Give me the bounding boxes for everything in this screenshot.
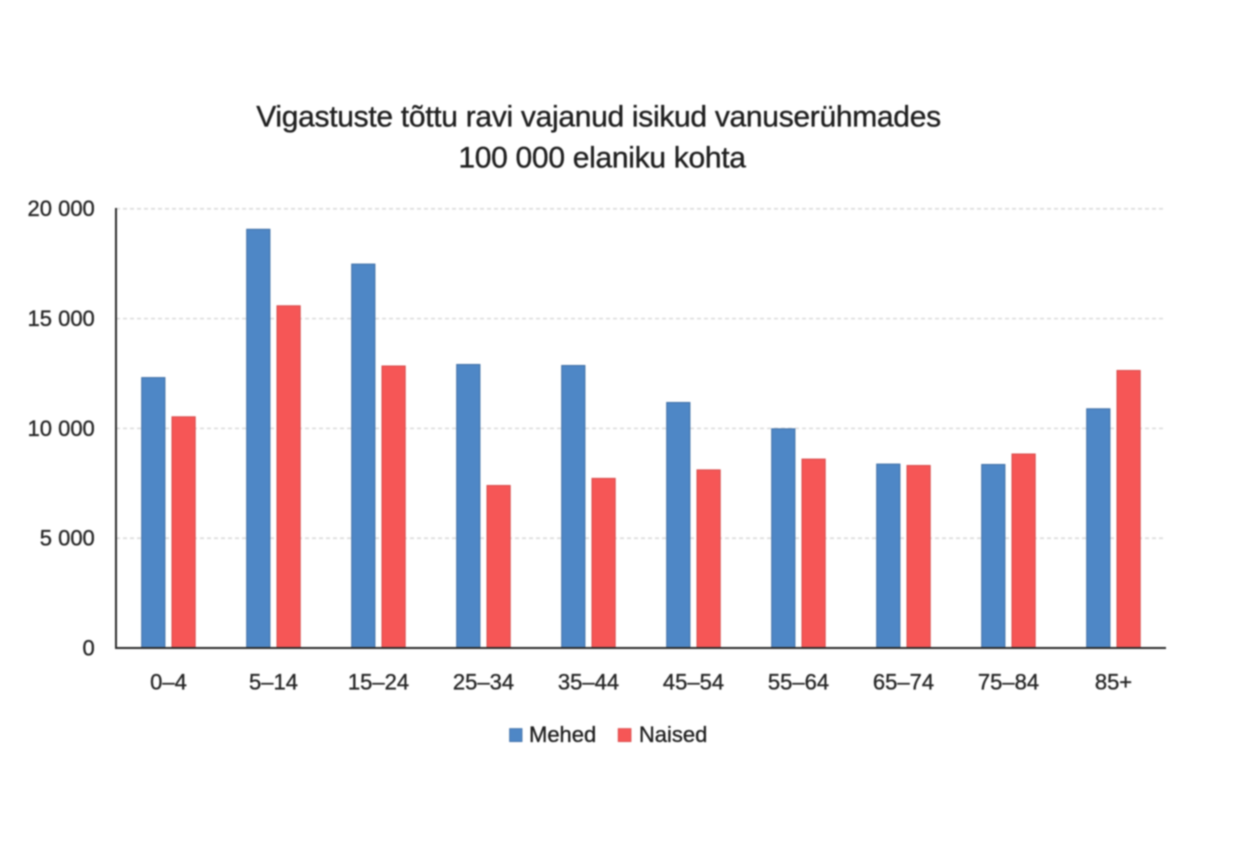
- svg-text:15–24: 15–24: [348, 670, 409, 695]
- svg-text:45–54: 45–54: [663, 670, 724, 695]
- svg-text:5 000: 5 000: [40, 526, 95, 551]
- svg-text:Vigastuste tõttu ravi vajanud: Vigastuste tõttu ravi vajanud isikud van…: [256, 100, 941, 133]
- svg-text:5–14: 5–14: [249, 670, 298, 695]
- svg-text:85+: 85+: [1095, 670, 1132, 695]
- svg-text:75–84: 75–84: [978, 670, 1039, 695]
- svg-text:15 000: 15 000: [28, 306, 95, 331]
- svg-text:100 000 elaniku kohta: 100 000 elaniku kohta: [458, 141, 746, 174]
- svg-text:10 000: 10 000: [28, 416, 95, 441]
- svg-text:Naised: Naised: [639, 722, 707, 747]
- svg-text:20 000: 20 000: [28, 196, 95, 221]
- svg-text:Mehed: Mehed: [529, 722, 596, 747]
- svg-text:55–64: 55–64: [768, 670, 829, 695]
- svg-text:65–74: 65–74: [873, 670, 934, 695]
- svg-text:0: 0: [83, 635, 95, 660]
- svg-text:0–4: 0–4: [150, 670, 187, 695]
- svg-text:35–44: 35–44: [558, 670, 619, 695]
- svg-text:25–34: 25–34: [453, 670, 514, 695]
